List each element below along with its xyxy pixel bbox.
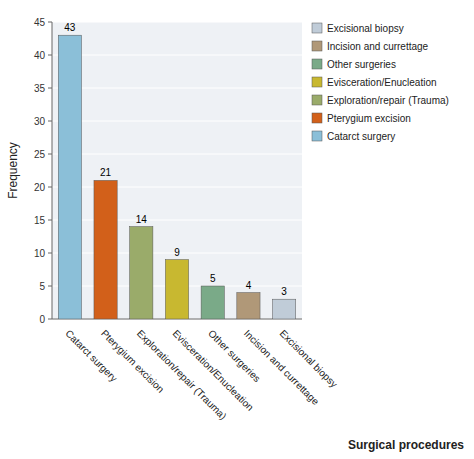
- legend-swatch: [312, 23, 322, 33]
- tick-mark: [48, 88, 52, 89]
- plot-background: [52, 22, 302, 319]
- category-label: Incision and currettage: [242, 328, 322, 408]
- tick-mark: [48, 286, 52, 287]
- data-label: 3: [281, 286, 287, 297]
- tick-label: 5: [39, 281, 45, 292]
- chart-container: 0510152025303540454321149543Catarct surg…: [0, 0, 474, 459]
- legend-swatch: [312, 95, 322, 105]
- tick-label: 25: [34, 149, 46, 160]
- y-axis-line: [52, 22, 53, 319]
- tick-mark: [48, 187, 52, 188]
- y-axis-label: Frequency: [6, 142, 20, 199]
- tick-mark: [48, 121, 52, 122]
- tick-label: 15: [34, 215, 46, 226]
- data-label: 21: [100, 167, 112, 178]
- data-label: 4: [246, 280, 252, 291]
- grid-line: [52, 121, 302, 122]
- grid-line: [52, 88, 302, 89]
- bar: [201, 286, 224, 319]
- tick-label: 10: [34, 248, 46, 259]
- chart: 0510152025303540454321149543Catarct surg…: [0, 0, 474, 459]
- bars: [58, 35, 296, 319]
- legend-label: Exploration/repair (Trauma): [327, 95, 449, 106]
- bar: [165, 260, 188, 319]
- data-label: 43: [64, 22, 76, 33]
- tick-mark: [48, 22, 52, 23]
- grid-line: [52, 187, 302, 188]
- legend-label: Excisional biopsy: [327, 23, 404, 34]
- legend-swatch: [312, 131, 322, 141]
- x-axis-label: Surgical procedures: [348, 438, 464, 452]
- legend-label: Evisceration/Enucleation: [327, 77, 437, 88]
- grid-line: [52, 154, 302, 155]
- legend-swatch: [312, 41, 322, 51]
- bar: [58, 35, 81, 319]
- data-label: 5: [210, 273, 216, 284]
- bar: [237, 293, 260, 319]
- grid-line: [52, 55, 302, 56]
- tick-label: 35: [34, 83, 46, 94]
- grid-line: [52, 220, 302, 221]
- tick-label: 20: [34, 182, 46, 193]
- legend-label: Other surgeries: [327, 59, 396, 70]
- tick-label: 30: [34, 116, 46, 127]
- tick-label: 0: [39, 314, 45, 325]
- legend-swatch: [312, 77, 322, 87]
- legend-label: Incision and currettage: [327, 41, 429, 52]
- category-label: Pterygium excision: [99, 328, 166, 395]
- bar: [273, 299, 296, 319]
- bar: [94, 180, 117, 319]
- grid-line: [52, 22, 302, 23]
- tick-mark: [48, 220, 52, 221]
- category-label: Excisional biopsy: [278, 328, 340, 390]
- tick-label: 40: [34, 50, 46, 61]
- legend: Excisional biopsy Incision and currettage…: [312, 23, 449, 142]
- legend-label: Pterygium excision: [327, 113, 411, 124]
- tick-mark: [48, 154, 52, 155]
- data-label: 14: [136, 214, 148, 225]
- legend-label: Catarct surgery: [327, 131, 395, 142]
- tick-mark: [48, 55, 52, 56]
- tick-mark: [48, 319, 52, 320]
- legend-swatch: [312, 59, 322, 69]
- tick-label: 45: [34, 17, 46, 28]
- legend-swatch: [312, 113, 322, 123]
- tick-mark: [48, 253, 52, 254]
- data-label: 9: [174, 247, 180, 258]
- bar: [130, 227, 153, 319]
